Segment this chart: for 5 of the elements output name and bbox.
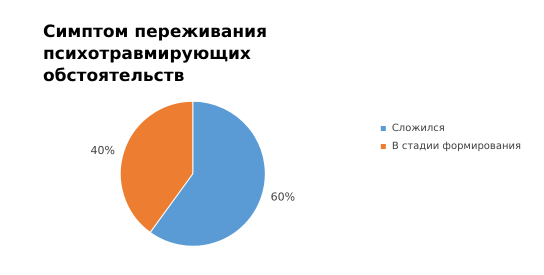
legend-label: В стадии формирования — [392, 141, 522, 152]
data-label: 40% — [90, 144, 115, 158]
chart-title: Симптом переживания психотравмирующих обстоятельств — [43, 22, 273, 86]
legend-label: Сложился — [392, 123, 445, 134]
data-label: 60% — [270, 190, 296, 204]
